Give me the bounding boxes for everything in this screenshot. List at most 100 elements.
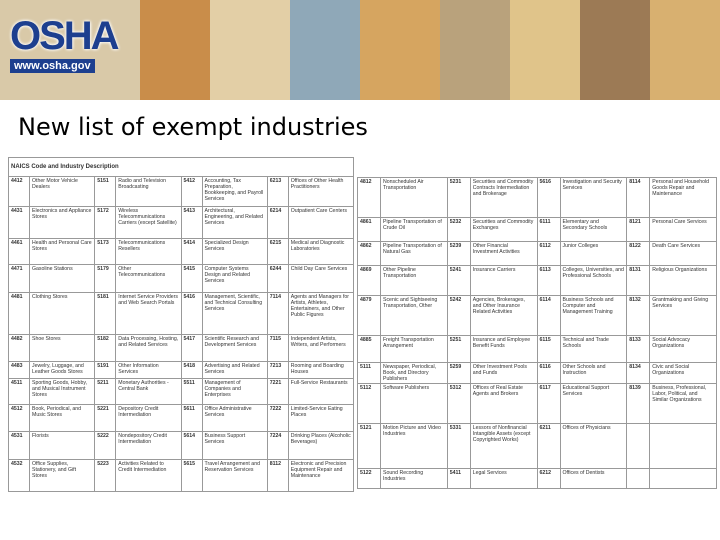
industry-name: Electronics and Appliance Stores xyxy=(28,206,96,239)
naics-code: 4862 xyxy=(357,241,381,266)
table-row: 4531 Florists 5222 Nondepository Credit Int… xyxy=(8,431,355,460)
industry-name: Other Investment Pools and Funds xyxy=(469,362,538,384)
naics-code: 6113 xyxy=(536,265,561,296)
industry-name: Elementary and Secondary Schools xyxy=(559,217,628,242)
naics-code: 4511 xyxy=(8,378,30,405)
naics-code: 5179 xyxy=(94,264,117,293)
industry-name: Data Processing, Hosting, and Related Se… xyxy=(115,334,182,362)
banner xyxy=(0,0,720,100)
industry-name: Offices of Physicians xyxy=(559,423,628,469)
industry-name: Computer Systems Design and Related Serv… xyxy=(201,264,268,293)
naics-code: 7222 xyxy=(266,404,289,432)
industry-name: Wireless Telecommunications Carriers (ex… xyxy=(115,206,182,239)
naics-code xyxy=(626,468,651,489)
naics-code: 5232 xyxy=(446,217,471,242)
industry-name: Jewelry, Luggage, and Leather Goods Stor… xyxy=(28,361,96,379)
naics-code: 6116 xyxy=(536,362,561,384)
industry-name: Agents and Managers for Artists, Athlete… xyxy=(287,292,355,335)
naics-code: 7213 xyxy=(266,361,289,379)
industry-name: Other Telecommunications xyxy=(115,264,182,293)
industry-name: Grantmaking and Giving Services xyxy=(649,295,717,336)
table-row: 4869 Other Pipeline Transportation 5241 Ins… xyxy=(357,265,717,296)
naics-code: 6111 xyxy=(536,217,561,242)
industry-name: Motion Picture and Video Industries xyxy=(380,423,448,469)
industry-name: Business Support Services xyxy=(201,431,268,460)
industry-name: Electronic and Precision Equipment Repai… xyxy=(287,459,355,492)
table-header: NAICS Code and Industry Description xyxy=(7,157,355,177)
naics-code: 5418 xyxy=(180,361,203,379)
naics-code: 5211 xyxy=(94,378,117,405)
industry-name xyxy=(649,468,717,489)
naics-code: 5112 xyxy=(357,383,381,424)
industry-name xyxy=(649,423,717,469)
industry-name: Insurance and Employee Benefit Funds xyxy=(469,335,538,363)
naics-code: 5615 xyxy=(180,459,203,492)
industry-name: Sound Recording Industries xyxy=(380,468,448,489)
naics-code: 5611 xyxy=(180,404,203,432)
industry-name: Travel Arrangement and Reservation Servi… xyxy=(201,459,268,492)
industry-name: Legal Services xyxy=(469,468,538,489)
naics-code: 7115 xyxy=(266,334,289,362)
table-row: 5121 Motion Picture and Video Industries 5… xyxy=(357,423,717,469)
naics-code: 7114 xyxy=(266,292,289,335)
naics-code: 5231 xyxy=(446,177,471,218)
industry-name: Securities and Commodity Contracts Inter… xyxy=(469,177,538,218)
naics-code: 8121 xyxy=(626,217,651,242)
industry-name: Insurance Carriers xyxy=(469,265,538,296)
naics-code: 4885 xyxy=(357,335,381,363)
industry-name: Offices of Real Estate Agents and Broker… xyxy=(469,383,538,424)
naics-code: 5416 xyxy=(180,292,203,335)
industry-name: Scenic and Sightseeing Transportation, O… xyxy=(380,295,448,336)
naics-code: 8122 xyxy=(626,241,651,266)
table-row: 4879 Scenic and Sightseeing Transportatio… xyxy=(357,295,717,336)
naics-code: 5616 xyxy=(536,177,561,218)
industry-name: Educational Support Services xyxy=(559,383,628,424)
naics-code: 5122 xyxy=(357,468,381,489)
naics-code: 5411 xyxy=(446,468,471,489)
naics-code: 5191 xyxy=(94,361,117,379)
industry-name: Civic and Social Organizations xyxy=(649,362,717,384)
industry-name: Specialized Design Services xyxy=(201,238,268,265)
naics-code: 5414 xyxy=(180,238,203,265)
industry-name: Outpatient Care Centers xyxy=(287,206,355,239)
table-row: 4511 Sporting Goods, Hobby, and Musical I… xyxy=(8,378,355,405)
naics-code: 5511 xyxy=(180,378,203,405)
naics-code: 4879 xyxy=(357,295,381,336)
industry-name: Independent Artists, Writers, and Perfor… xyxy=(287,334,355,362)
naics-code: 4531 xyxy=(8,431,30,460)
naics-code: 5222 xyxy=(94,431,117,460)
industry-name: Software Publishers xyxy=(380,383,448,424)
naics-code: 5121 xyxy=(357,423,381,469)
naics-code: 4532 xyxy=(8,459,30,492)
table-row: 4482 Shoe Stores 5182 Data Processing, Host… xyxy=(8,334,355,362)
naics-code: 6212 xyxy=(536,468,561,489)
naics-code: 5181 xyxy=(94,292,117,335)
naics-code: 6115 xyxy=(536,335,561,363)
naics-code: 5251 xyxy=(446,335,471,363)
naics-code: 8114 xyxy=(626,177,651,218)
industry-name: Radio and Television Broadcasting xyxy=(115,176,182,207)
industry-name: Lessors of Nonfinancial Intangible Asset… xyxy=(469,423,538,469)
industry-name: Drinking Places (Alcoholic Beverages) xyxy=(287,431,355,460)
naics-code: 5151 xyxy=(94,176,117,207)
naics-code: 4812 xyxy=(357,177,381,218)
industry-name: Book, Periodical, and Music Stores xyxy=(28,404,96,432)
industry-name: Other Motor Vehicle Dealers xyxy=(28,176,96,207)
industry-name: Nonscheduled Air Transportation xyxy=(380,177,448,218)
industry-name: Freight Transportation Arrangement xyxy=(380,335,448,363)
industry-name: Sporting Goods, Hobby, and Musical Instr… xyxy=(28,378,96,405)
naics-code: 5221 xyxy=(94,404,117,432)
industry-name: Junior Colleges xyxy=(559,241,628,266)
naics-code: 4461 xyxy=(8,238,30,265)
industry-name: Monetary Authorities - Central Bank xyxy=(115,378,182,405)
naics-code: 8112 xyxy=(266,459,289,492)
industry-name: Child Day Care Services xyxy=(287,264,355,293)
naics-code: 6244 xyxy=(266,264,289,293)
industry-name: Nondepository Credit Intermediation xyxy=(115,431,182,460)
header-row: NAICS Code and Industry Description xyxy=(7,157,355,177)
industry-name: Religious Organizations xyxy=(649,265,717,296)
naics-code: 6214 xyxy=(266,206,289,239)
table-row: 4862 Pipeline Transportation of Natural G… xyxy=(357,241,717,266)
naics-code: 8131 xyxy=(626,265,651,296)
naics-code: 5239 xyxy=(446,241,471,266)
